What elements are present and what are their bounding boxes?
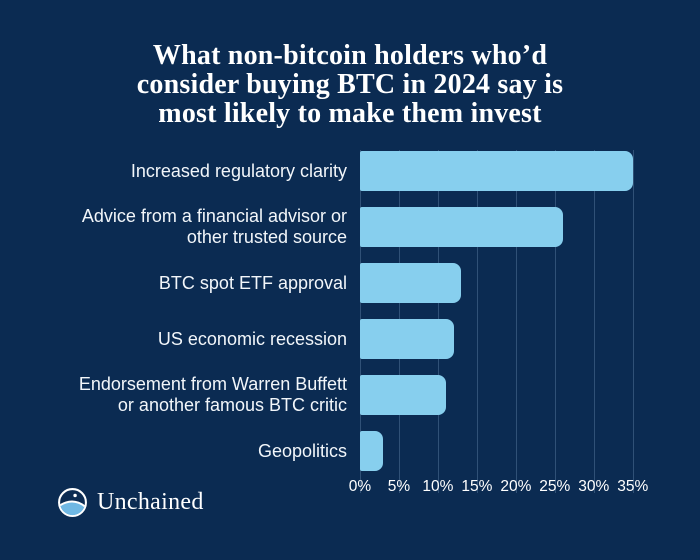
- bar: [360, 431, 384, 471]
- bar-label: Advice from a financial advisor or other…: [81, 206, 347, 247]
- bar-label: US economic recession: [157, 328, 347, 349]
- gridline: [515, 150, 517, 493]
- x-axis-tick-label: 30%: [578, 478, 610, 495]
- bar-track: [360, 263, 660, 303]
- unchained-wordmark: Unchained: [97, 489, 204, 515]
- unchained-logo-icon: [58, 488, 87, 517]
- gridline: [632, 150, 634, 493]
- x-axis-tick-label: 35%: [617, 478, 649, 495]
- gridline: [554, 150, 556, 493]
- x-axis: 0% 5% 10% 15% 20% 25% 30% 35%: [349, 478, 660, 498]
- bar-labels-column: Increased regulatory clarity Advice from …: [0, 151, 360, 487]
- x-axis-tick-label: 20%: [500, 478, 532, 495]
- bar-label: Increased regulatory clarity: [130, 160, 347, 181]
- bar-track: [360, 319, 660, 359]
- x-axis-tick-label: 0%: [348, 478, 372, 495]
- x-axis-tick-label: 5%: [387, 478, 411, 495]
- x-axis-tick-label: 10%: [422, 478, 454, 495]
- chart-title-line-3: most likely to make them invest: [158, 98, 542, 129]
- bar: [360, 207, 563, 247]
- bar-track: [360, 151, 660, 191]
- chart-title-line-1: What non-bitcoin holders who’d: [152, 40, 548, 71]
- bar-track: [360, 207, 660, 247]
- bar: [360, 375, 446, 415]
- plot-area: [360, 150, 660, 493]
- bar: [360, 151, 633, 191]
- chart-title: What non-bitcoin holders who’d consider …: [0, 41, 700, 128]
- chart-title-line-2: consider buying BTC in 2024 say is: [136, 69, 564, 100]
- unchained-logo: Unchained: [57, 487, 204, 518]
- bar: [360, 319, 454, 359]
- bar-chart: Increased regulatory clarity Advice from …: [0, 150, 660, 493]
- bar-track: [360, 375, 660, 415]
- bar-rows: [360, 151, 660, 471]
- bar: [360, 263, 462, 303]
- bar-label: Endorsement from Warren Buffett or anoth…: [78, 374, 347, 415]
- bar-label: Geopolitics: [257, 440, 347, 461]
- bar-track: [360, 431, 660, 471]
- x-axis-tick-label: 25%: [539, 478, 571, 495]
- x-axis-tick-label: 15%: [461, 478, 493, 495]
- gridline: [476, 150, 478, 493]
- bar-label: BTC spot ETF approval: [158, 272, 347, 293]
- gridline: [593, 150, 595, 493]
